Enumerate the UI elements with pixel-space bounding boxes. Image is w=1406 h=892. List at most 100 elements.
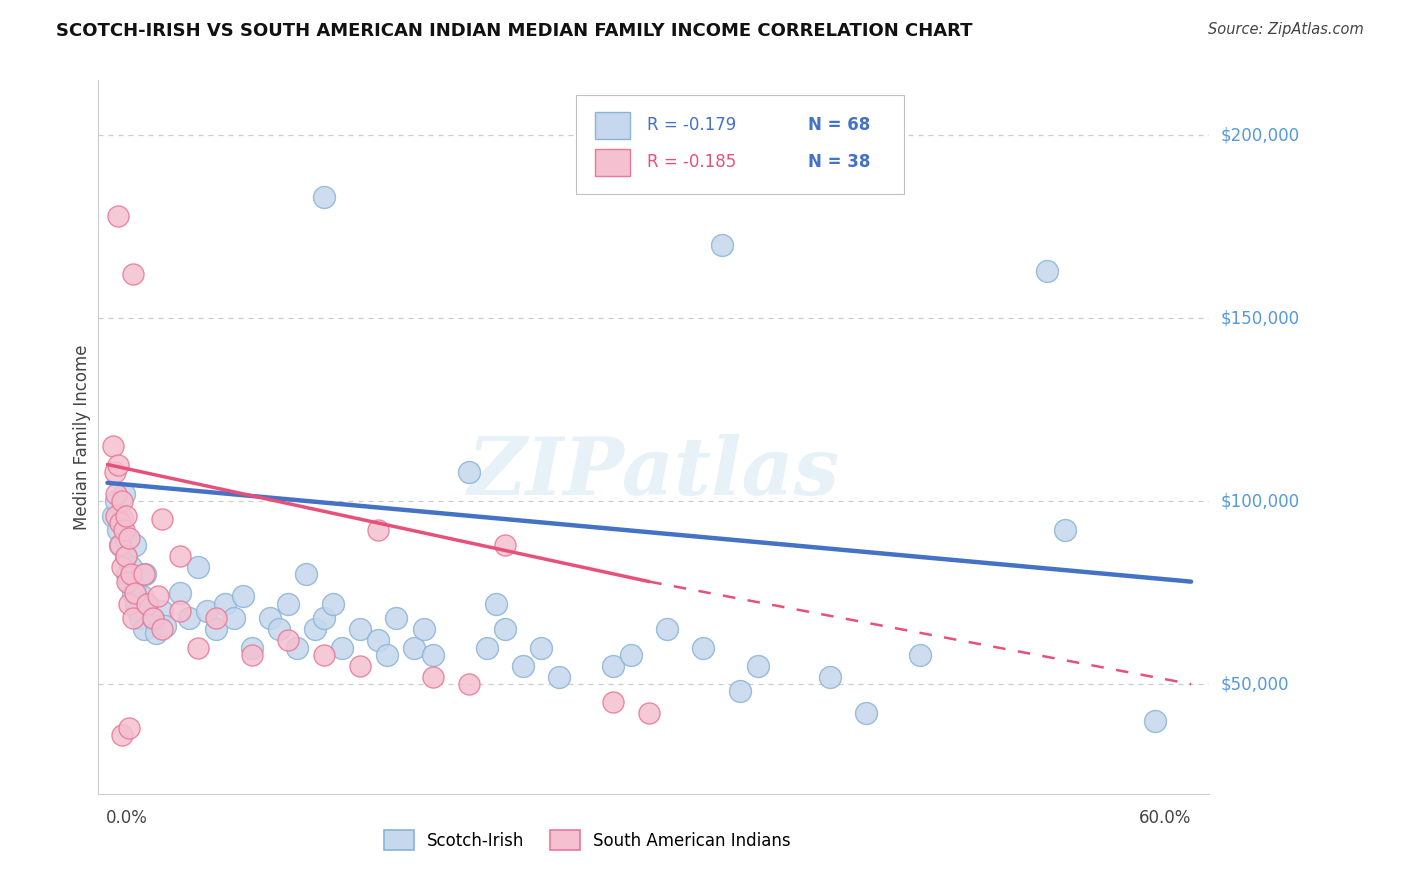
Point xyxy=(267,622,290,636)
Point xyxy=(124,585,146,599)
Point xyxy=(118,574,141,589)
Point xyxy=(111,494,134,508)
Point xyxy=(120,567,142,582)
Point xyxy=(314,190,336,204)
Text: $50,000: $50,000 xyxy=(1220,675,1289,693)
Point xyxy=(114,549,136,563)
Point xyxy=(101,439,124,453)
Point xyxy=(142,611,165,625)
Point xyxy=(114,549,136,563)
Point xyxy=(422,648,444,662)
Point xyxy=(132,622,155,636)
Point xyxy=(367,633,389,648)
Point xyxy=(602,695,624,709)
Point xyxy=(304,622,326,636)
Point xyxy=(602,658,624,673)
Point xyxy=(204,611,226,625)
Point xyxy=(692,640,714,655)
Point xyxy=(150,512,173,526)
Point xyxy=(322,597,344,611)
Point xyxy=(277,633,299,648)
Text: 60.0%: 60.0% xyxy=(1139,808,1191,827)
Text: R = -0.179: R = -0.179 xyxy=(647,116,737,134)
Point xyxy=(105,494,128,508)
Point xyxy=(101,508,124,523)
Point xyxy=(367,524,389,538)
FancyBboxPatch shape xyxy=(576,95,904,194)
Point xyxy=(240,640,263,655)
Text: $150,000: $150,000 xyxy=(1220,310,1299,327)
Point xyxy=(385,611,408,625)
Point xyxy=(136,597,159,611)
Point xyxy=(512,658,534,673)
Point xyxy=(132,567,155,582)
Point xyxy=(121,585,143,599)
Point xyxy=(169,585,191,599)
Point xyxy=(620,648,643,662)
Point xyxy=(150,604,173,618)
Point xyxy=(131,589,153,603)
Point xyxy=(422,670,444,684)
Y-axis label: Median Family Income: Median Family Income xyxy=(73,344,91,530)
Point xyxy=(107,524,129,538)
Point xyxy=(142,611,165,625)
Text: ZIPatlas: ZIPatlas xyxy=(468,434,839,511)
Point xyxy=(118,531,141,545)
Point xyxy=(404,640,426,655)
Point xyxy=(105,487,128,501)
Point xyxy=(1143,714,1166,728)
Point xyxy=(657,622,679,636)
Point xyxy=(277,597,299,611)
Point xyxy=(240,648,263,662)
Point xyxy=(121,267,143,281)
Point xyxy=(124,582,146,596)
Point xyxy=(107,458,129,472)
Text: Source: ZipAtlas.com: Source: ZipAtlas.com xyxy=(1208,22,1364,37)
Point xyxy=(114,531,136,545)
Point xyxy=(145,625,167,640)
Point xyxy=(187,640,209,655)
Point xyxy=(728,684,751,698)
Point xyxy=(494,538,516,552)
Point xyxy=(107,209,129,223)
Point xyxy=(111,512,134,526)
Point xyxy=(127,604,149,618)
Point xyxy=(485,597,508,611)
Point xyxy=(377,648,399,662)
Point xyxy=(1053,524,1076,538)
Point xyxy=(169,549,191,563)
Point xyxy=(214,597,236,611)
Point xyxy=(117,574,139,589)
Point xyxy=(129,611,152,625)
Point xyxy=(530,640,553,655)
Point xyxy=(295,567,318,582)
Point xyxy=(475,640,498,655)
Bar xyxy=(595,149,630,176)
Point xyxy=(177,611,200,625)
Point xyxy=(349,658,371,673)
Point xyxy=(232,589,254,603)
Point xyxy=(118,597,141,611)
Point xyxy=(125,597,148,611)
Point xyxy=(908,648,931,662)
Point xyxy=(136,597,159,611)
Point xyxy=(124,538,146,552)
Point xyxy=(112,487,135,501)
Point xyxy=(195,604,218,618)
Point xyxy=(187,560,209,574)
Point xyxy=(112,524,135,538)
Point xyxy=(330,640,353,655)
Point xyxy=(169,604,191,618)
Point xyxy=(146,589,169,603)
Text: N = 68: N = 68 xyxy=(808,116,870,134)
Point xyxy=(134,567,156,582)
Point xyxy=(118,721,141,735)
Point xyxy=(457,465,479,479)
Point xyxy=(120,560,142,574)
Point xyxy=(114,508,136,523)
Point xyxy=(105,508,128,523)
Point xyxy=(108,538,131,552)
Point xyxy=(855,706,877,721)
Point xyxy=(494,622,516,636)
Text: 0.0%: 0.0% xyxy=(105,808,148,827)
